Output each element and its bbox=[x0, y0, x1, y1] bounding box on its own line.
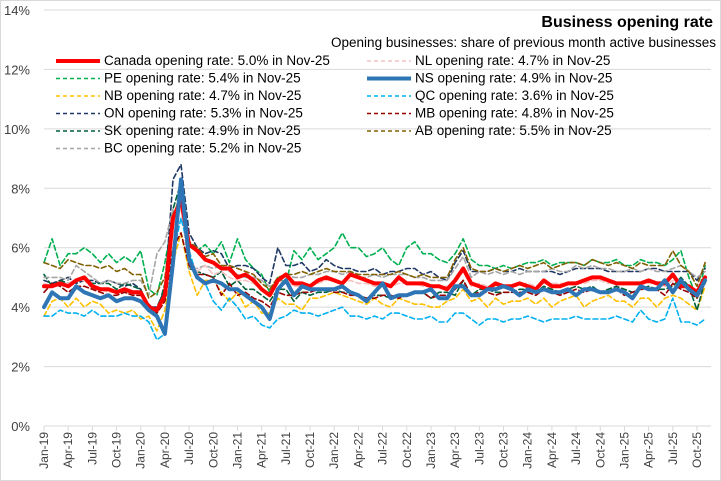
x-tick-label: Apr-20 bbox=[158, 432, 172, 468]
x-tick-label: Apr-23 bbox=[448, 432, 462, 468]
x-axis: Jan-19 Apr-19 Jul-19 Oct-19 Jan-20 Apr-20 Jul-… bbox=[37, 425, 711, 469]
chart-subtitle: Opening businesses: share of previous mo… bbox=[331, 35, 716, 50]
y-tick-label: 2% bbox=[11, 360, 30, 375]
legend-item: NL opening rate: 4.7% in Nov-25 bbox=[367, 53, 610, 68]
legend-item: AB opening rate: 5.5% in Nov-25 bbox=[367, 123, 612, 138]
x-tick-label: Jan-22 bbox=[327, 432, 341, 469]
x-tick-label: Oct-20 bbox=[206, 432, 220, 468]
series-line-canada bbox=[42, 198, 708, 313]
y-tick-label: 4% bbox=[11, 300, 30, 315]
legend-item: NB opening rate: 4.7% in Nov-25 bbox=[56, 88, 301, 103]
x-tick-label: Jan-23 bbox=[424, 432, 438, 469]
x-tick-label: Oct-24 bbox=[593, 432, 607, 468]
x-tick-label: Oct-22 bbox=[400, 432, 414, 468]
legend-item: QC opening rate: 3.6% in Nov-25 bbox=[367, 88, 614, 103]
x-tick-label: Jan-19 bbox=[37, 432, 51, 469]
x-tick-label: Apr-22 bbox=[351, 432, 365, 468]
legend-label: MB opening rate: 4.8% in Nov-25 bbox=[415, 106, 614, 121]
legend-label: NL opening rate: 4.7% in Nov-25 bbox=[415, 53, 610, 68]
series-line-bc bbox=[43, 205, 706, 297]
x-tick-label: Jul-23 bbox=[472, 432, 486, 465]
x-tick-label: Oct-19 bbox=[110, 432, 124, 468]
legend-item: NS opening rate: 4.9% in Nov-25 bbox=[367, 71, 612, 86]
legend-item: MB opening rate: 4.8% in Nov-25 bbox=[367, 106, 614, 121]
legend-label: SK opening rate: 4.9% in Nov-25 bbox=[104, 123, 301, 138]
series-line-ab bbox=[43, 190, 706, 300]
x-tick-label: Jan-25 bbox=[617, 432, 631, 469]
y-tick-label: 14% bbox=[4, 3, 30, 18]
x-tick-label: Jan-24 bbox=[521, 432, 535, 469]
legend: Canada opening rate: 5.0% in Nov-25 PE op… bbox=[56, 53, 614, 156]
legend-label: ON opening rate: 5.3% in Nov-25 bbox=[104, 106, 303, 121]
legend-label: AB opening rate: 5.5% in Nov-25 bbox=[415, 123, 612, 138]
x-tick-label: Jul-24 bbox=[569, 432, 583, 465]
legend-label: NB opening rate: 4.7% in Nov-25 bbox=[104, 88, 301, 103]
legend-label: NS opening rate: 4.9% in Nov-25 bbox=[415, 71, 612, 86]
x-tick-label: Jul-21 bbox=[279, 432, 293, 465]
legend-label: PE opening rate: 5.4% in Nov-25 bbox=[104, 71, 301, 86]
x-tick-label: Apr-25 bbox=[642, 432, 656, 468]
x-tick-label: Jan-21 bbox=[230, 432, 244, 469]
series-lines bbox=[42, 163, 708, 341]
x-tick-label: Jul-22 bbox=[376, 432, 390, 465]
chart-title: Business opening rate bbox=[541, 14, 713, 31]
y-axis-tick-labels: 0% 2% 4% 6% 8% 10% 12% 14% bbox=[4, 3, 30, 434]
legend-item: BC opening rate: 5.2% in Nov-25 bbox=[56, 141, 301, 156]
y-tick-label: 0% bbox=[11, 419, 30, 434]
x-tick-label: Apr-21 bbox=[255, 432, 269, 468]
x-tick-label: Jan-20 bbox=[134, 432, 148, 469]
legend-label: BC opening rate: 5.2% in Nov-25 bbox=[104, 141, 301, 156]
series-line-qc bbox=[43, 217, 706, 341]
x-tick-label: Oct-21 bbox=[303, 432, 317, 468]
legend-label: Canada opening rate: 5.0% in Nov-25 bbox=[104, 53, 330, 68]
x-tick-label: Jul-25 bbox=[666, 432, 680, 465]
x-tick-label: Jul-19 bbox=[85, 432, 99, 465]
legend-item: SK opening rate: 4.9% in Nov-25 bbox=[56, 123, 301, 138]
x-tick-label: Jul-20 bbox=[182, 432, 196, 465]
x-tick-label: Oct-25 bbox=[690, 432, 704, 468]
x-tick-label: Apr-19 bbox=[61, 432, 75, 468]
legend-label: QC opening rate: 3.6% in Nov-25 bbox=[415, 88, 614, 103]
legend-item: PE opening rate: 5.4% in Nov-25 bbox=[56, 71, 301, 86]
y-tick-label: 8% bbox=[11, 181, 30, 196]
x-tick-label: Oct-23 bbox=[497, 432, 511, 468]
legend-item: ON opening rate: 5.3% in Nov-25 bbox=[56, 106, 303, 121]
y-tick-label: 6% bbox=[11, 241, 30, 256]
legend-item: Canada opening rate: 5.0% in Nov-25 bbox=[56, 53, 330, 68]
x-tick-label: Apr-24 bbox=[545, 432, 559, 468]
y-tick-label: 10% bbox=[4, 122, 30, 137]
series-line-ns bbox=[42, 177, 708, 336]
y-tick-label: 12% bbox=[4, 62, 30, 77]
